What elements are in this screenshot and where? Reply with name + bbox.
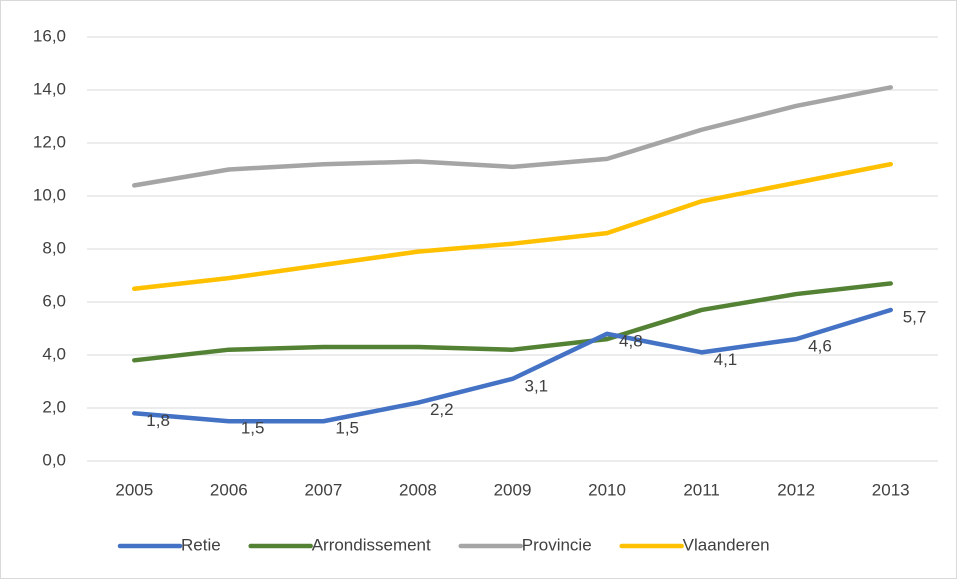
x-tick-label: 2013 — [872, 480, 910, 499]
data-label: 4,1 — [714, 350, 738, 369]
x-tick-label: 2005 — [115, 480, 153, 499]
y-tick-label: 12,0 — [33, 132, 66, 151]
legend-label: Retie — [181, 535, 221, 554]
x-tick-label: 2008 — [399, 480, 437, 499]
x-tick-label: 2011 — [683, 480, 720, 499]
x-tick-label: 2012 — [777, 480, 815, 499]
y-tick-label: 8,0 — [42, 238, 66, 257]
data-label: 1,5 — [241, 419, 265, 438]
data-label: 1,8 — [146, 411, 170, 430]
x-tick-label: 2010 — [588, 480, 626, 499]
line-series — [132, 307, 893, 424]
data-label: 4,6 — [808, 337, 832, 356]
data-label: 3,1 — [525, 376, 549, 395]
y-tick-label: 10,0 — [33, 185, 66, 204]
y-tick-label: 0,0 — [42, 450, 66, 469]
x-tick-label: 2006 — [210, 480, 248, 499]
y-tick-label: 4,0 — [42, 344, 66, 363]
legend-label: Provincie — [522, 535, 592, 554]
data-label: 1,5 — [335, 419, 359, 438]
line-series — [132, 85, 893, 188]
x-tick-label: 2009 — [494, 480, 532, 499]
data-label: 2,2 — [430, 400, 454, 419]
legend-label: Arrondissement — [312, 535, 431, 554]
y-tick-label: 2,0 — [42, 397, 66, 416]
x-tick-label: 2007 — [304, 480, 342, 499]
legend-label: Vlaanderen — [683, 535, 770, 554]
data-label: 4,8 — [619, 331, 643, 350]
y-tick-label: 14,0 — [33, 79, 66, 98]
line-series — [132, 281, 893, 363]
y-tick-label: 6,0 — [42, 291, 66, 310]
line-series — [132, 161, 893, 291]
y-tick-label: 16,0 — [33, 26, 66, 45]
data-label: 5,7 — [903, 307, 927, 326]
